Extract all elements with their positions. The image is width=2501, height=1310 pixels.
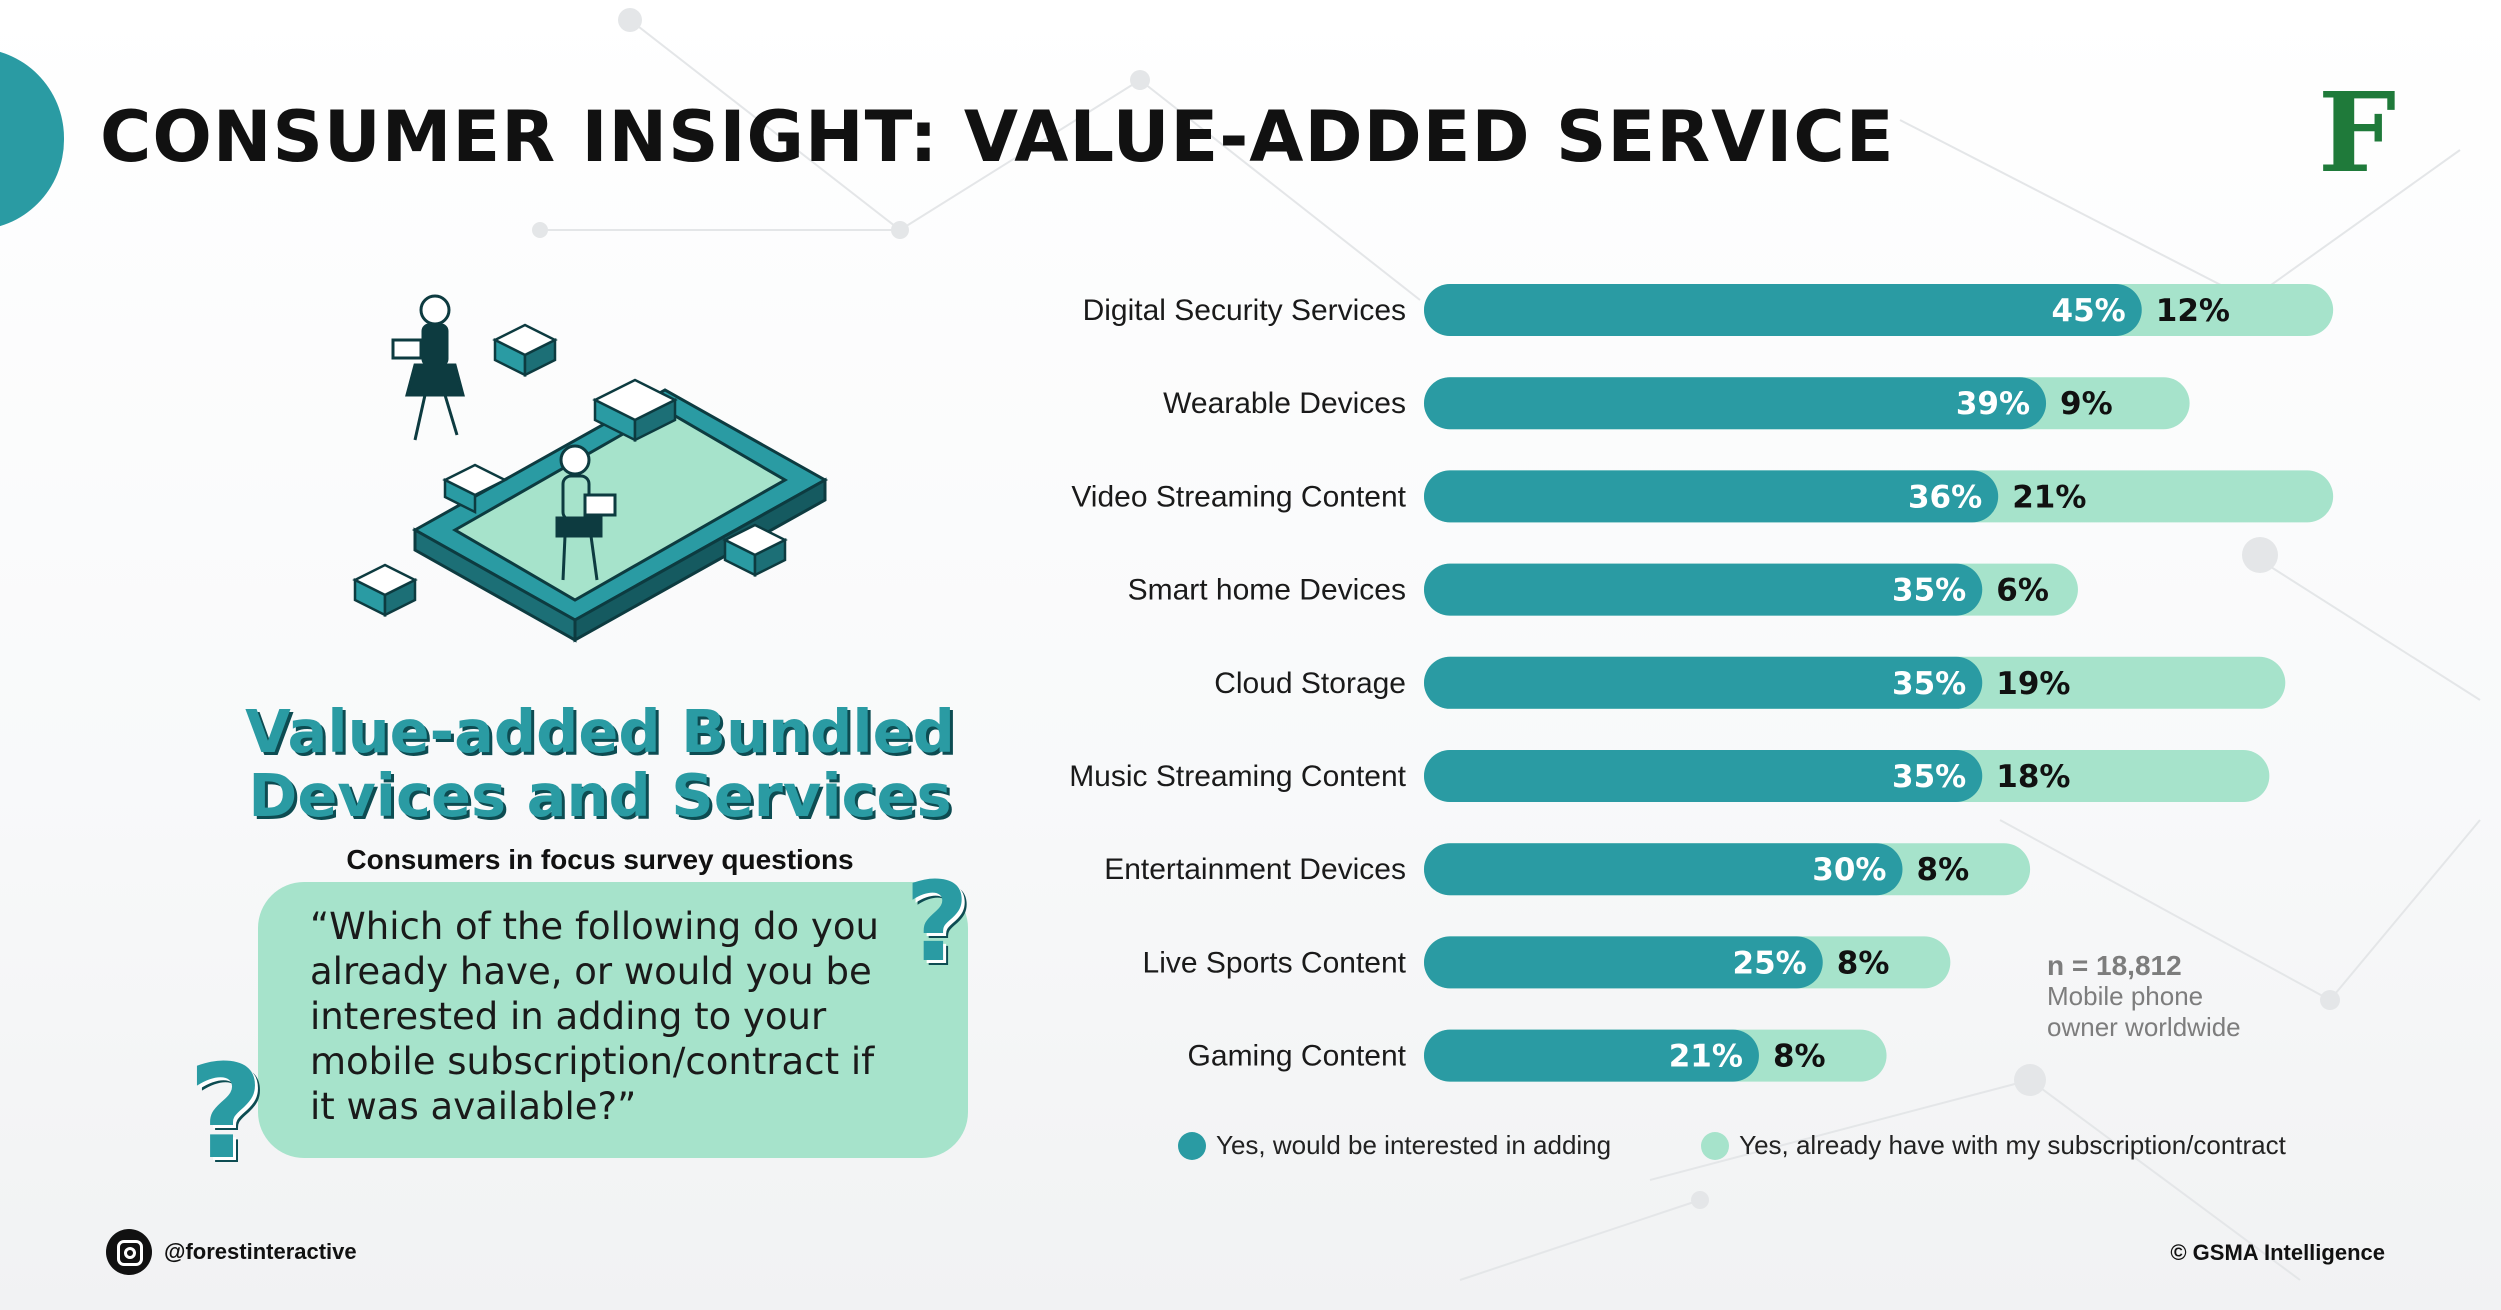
legend-label: Yes, already have with my subscription/c… <box>1739 1130 2286 1160</box>
category-label: Wearable Devices <box>1163 387 1406 420</box>
bar-interested <box>1424 936 1823 989</box>
category-label: Live Sports Content <box>1143 946 1407 979</box>
social-handle[interactable]: @forestinteractive <box>106 1229 357 1275</box>
survey-label: Consumers in focus survey questions <box>346 844 854 875</box>
chart-legend: Yes, would be interested in adding Yes, … <box>1178 1130 2286 1161</box>
section-title-line2: Devices and Services <box>248 761 952 830</box>
value-label-already-have: 9% <box>2060 386 2113 422</box>
value-label-already-have: 6% <box>1996 573 2049 609</box>
brand-logo: F <box>2318 68 2397 197</box>
person-standing <box>391 294 465 441</box>
category-label: Video Streaming Content <box>1071 480 1406 513</box>
source-credit: © GSMA Intelligence <box>2170 1240 2385 1265</box>
value-label-already-have: 18% <box>1996 759 2070 795</box>
section-title: Value-added Bundled Devices and Services <box>200 700 1000 828</box>
survey-question: “Which of the following do you already h… <box>310 905 879 1128</box>
sample-line2: owner worldwide <box>2047 1012 2241 1042</box>
category-label: Cloud Storage <box>1214 667 1406 700</box>
value-label-already-have: 8% <box>1837 945 1890 981</box>
value-label-already-have: 12% <box>2156 293 2230 329</box>
category-label: Entertainment Devices <box>1104 853 1406 886</box>
legend-swatch <box>1701 1131 1730 1160</box>
value-label-already-have: 19% <box>1996 666 2070 702</box>
legend-item-already-have: Yes, already have with my subscription/c… <box>1701 1130 2286 1161</box>
social-handle-text: @forestinteractive <box>164 1239 357 1264</box>
value-label-interested: 25% <box>1733 945 1807 981</box>
person-sitting <box>555 444 617 581</box>
bar-interested <box>1424 563 1983 616</box>
legend-label: Yes, would be interested in adding <box>1216 1130 1612 1160</box>
bar-interested <box>1424 377 2047 430</box>
value-label-interested: 30% <box>1812 852 1886 888</box>
floating-boxes <box>352 323 788 618</box>
isometric-illustration <box>352 294 829 643</box>
bar-interested <box>1424 750 1983 802</box>
sample-size: n = 18,812 <box>2047 950 2182 981</box>
value-label-interested: 39% <box>1956 386 2030 422</box>
bar-interested <box>1424 843 1903 896</box>
category-label: Music Streaming Content <box>1069 760 1406 793</box>
value-label-interested: 35% <box>1892 573 1966 609</box>
page-title: CONSUMER INSIGHT: VALUE-ADDED SERVICE <box>100 96 1895 178</box>
legend-swatch <box>1178 1131 1206 1160</box>
category-label: Smart home Devices <box>1128 574 1406 607</box>
instagram-icon <box>106 1229 152 1275</box>
category-label: Digital Security Services <box>1083 294 1406 327</box>
value-label-interested: 45% <box>2052 293 2126 329</box>
bar-interested <box>1424 1029 1759 1082</box>
question-mark-icon: ? <box>188 1036 264 1188</box>
section-title-line1: Value-added Bundled <box>245 697 955 766</box>
value-label-already-have: 21% <box>2012 479 2086 515</box>
value-label-interested: 36% <box>1908 479 1982 515</box>
sample-note: n = 18,812 Mobile phone owner worldwide <box>2047 950 2241 1043</box>
legend-item-interested: Yes, would be interested in adding <box>1178 1130 1611 1161</box>
bar-interested <box>1424 284 2142 336</box>
value-label-interested: 35% <box>1892 759 1966 795</box>
phone-platform <box>411 388 829 643</box>
value-label-interested: 35% <box>1892 666 1966 702</box>
question-mark-icon: ? <box>905 858 969 986</box>
value-label-interested: 21% <box>1669 1039 1743 1075</box>
bar-interested <box>1424 656 1983 709</box>
sample-line1: Mobile phone <box>2047 981 2204 1011</box>
bar-interested <box>1424 470 1999 523</box>
question-bubble <box>258 882 968 1158</box>
value-label-already-have: 8% <box>1773 1039 1826 1075</box>
category-label: Gaming Content <box>1188 1040 1407 1073</box>
value-label-already-have: 8% <box>1917 852 1970 888</box>
